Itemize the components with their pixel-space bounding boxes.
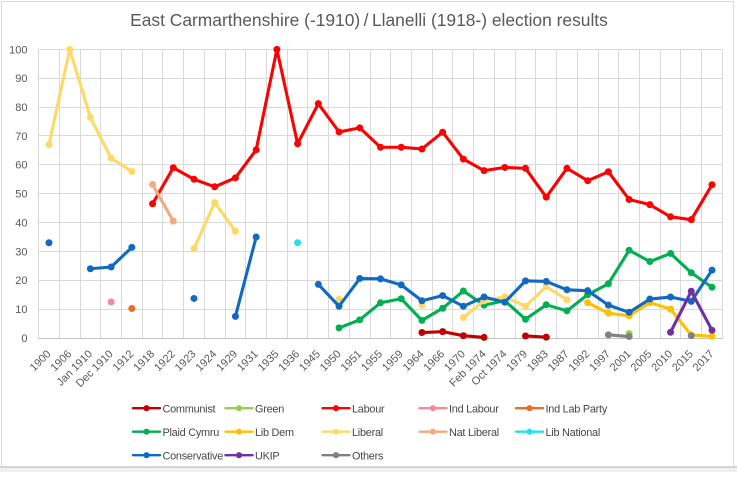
svg-text:UKIP: UKIP — [255, 450, 279, 462]
svg-text:Lib National: Lib National — [546, 427, 601, 439]
svg-text:Green: Green — [255, 403, 284, 415]
svg-text:Ind Labour: Ind Labour — [449, 403, 499, 415]
svg-text:50: 50 — [15, 189, 27, 201]
svg-text:10: 10 — [15, 304, 27, 316]
svg-text:Others: Others — [352, 450, 384, 462]
svg-text:Nat Liberal: Nat Liberal — [449, 427, 499, 439]
svg-text:40: 40 — [15, 217, 27, 229]
svg-text:100: 100 — [9, 44, 27, 56]
svg-text:Plaid Cymru: Plaid Cymru — [163, 427, 220, 439]
svg-text:30: 30 — [15, 246, 27, 258]
svg-text:90: 90 — [15, 73, 27, 85]
svg-text:Ind Lab Party: Ind Lab Party — [546, 403, 608, 415]
svg-text:0: 0 — [21, 333, 27, 345]
svg-text:80: 80 — [15, 102, 27, 114]
svg-text:20: 20 — [15, 275, 27, 287]
svg-text:Communist: Communist — [163, 403, 216, 415]
svg-text:70: 70 — [15, 131, 27, 143]
svg-text:East Carmarthenshire (-1910) /: East Carmarthenshire (-1910) / Llanelli … — [130, 10, 608, 30]
svg-text:Lib Dem: Lib Dem — [255, 427, 294, 439]
svg-text:60: 60 — [15, 160, 27, 172]
svg-text:Labour: Labour — [352, 403, 385, 415]
svg-text:Conservative: Conservative — [163, 450, 224, 462]
svg-text:Liberal: Liberal — [352, 427, 383, 439]
